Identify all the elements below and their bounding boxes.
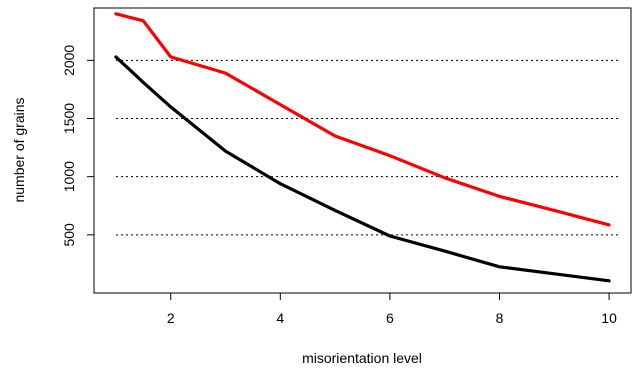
x-tick-label: 6 <box>386 310 394 326</box>
x-axis: 2 4 6 8 10 <box>167 293 617 326</box>
x-tick-label: 10 <box>601 310 617 326</box>
series-lines <box>114 12 611 283</box>
x-tick-label: 4 <box>276 310 284 326</box>
x-axis-title: misorientation level <box>302 350 422 366</box>
y-axis-title: number of grains <box>11 97 27 202</box>
y-tick-label: 2000 <box>61 45 77 76</box>
y-tick-label: 500 <box>61 223 77 247</box>
y-axis: 500 1000 1500 2000 <box>61 45 94 247</box>
gridlines <box>116 59 621 236</box>
y-tick-label: 1000 <box>61 161 77 192</box>
x-tick-label: 2 <box>167 310 175 326</box>
plot-frame <box>93 7 632 294</box>
y-tick-label: 1500 <box>61 103 77 134</box>
red-series-line <box>114 12 611 227</box>
x-tick-label: 8 <box>496 310 504 326</box>
black-series-line <box>114 55 611 283</box>
